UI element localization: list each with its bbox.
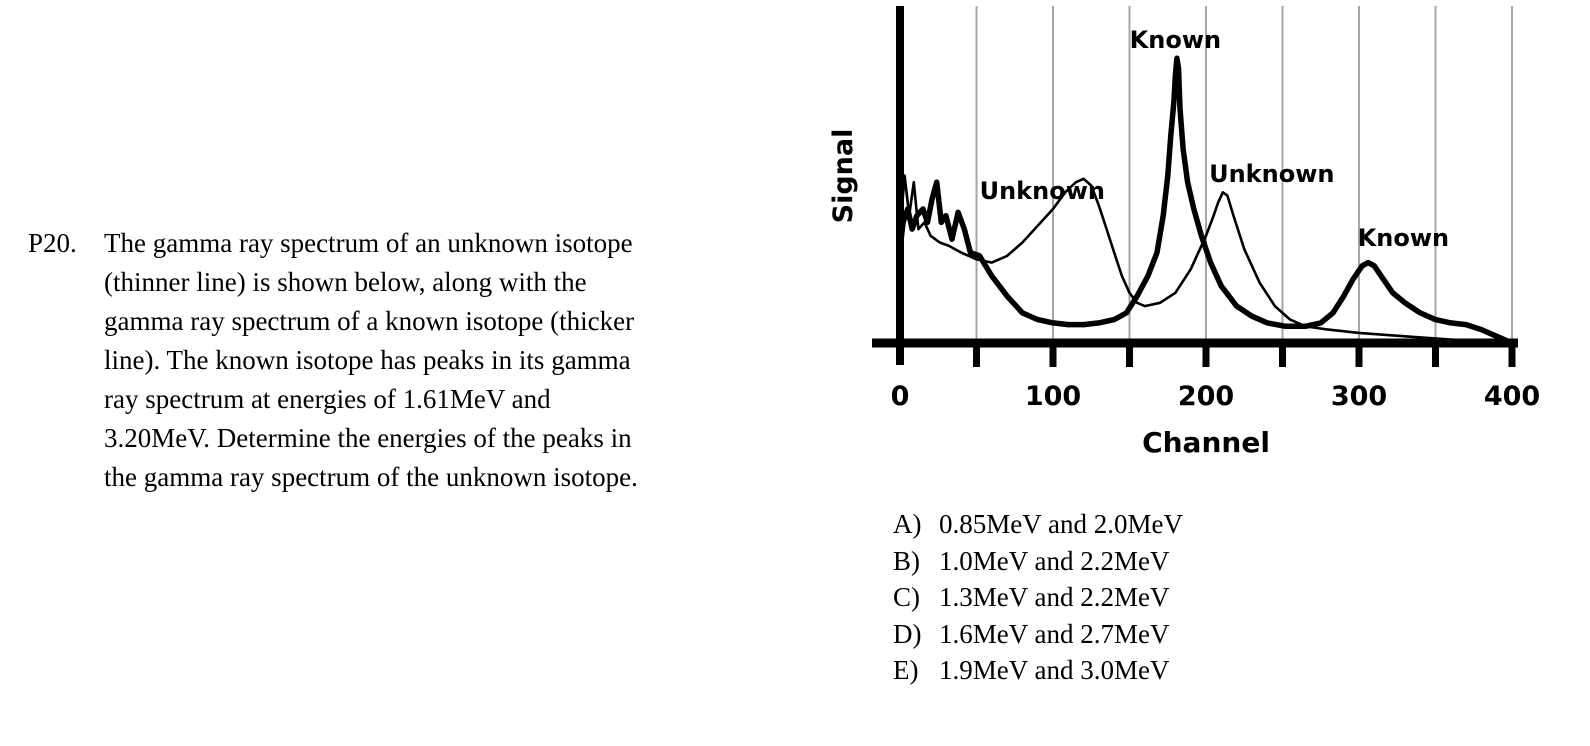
known-isotope-line bbox=[897, 55, 1515, 346]
answer-d[interactable]: D) 1.6MeV and 2.7MeV bbox=[893, 616, 1183, 653]
x-tick-label: 100 bbox=[1025, 381, 1081, 412]
question: P20. The gamma ray spectrum of an unknow… bbox=[28, 224, 768, 497]
y-axis-label: Signal bbox=[828, 129, 859, 224]
answer-b[interactable]: B) 1.0MeV and 2.2MeV bbox=[893, 543, 1183, 580]
answer-a[interactable]: A) 0.85MeV and 2.0MeV bbox=[893, 506, 1183, 543]
answer-text: 0.85MeV and 2.0MeV bbox=[939, 509, 1183, 539]
x-tick-label: 400 bbox=[1484, 381, 1540, 412]
gridlines bbox=[975, 6, 1513, 341]
peak-annotation: Known bbox=[1358, 224, 1449, 252]
answer-letter: E) bbox=[893, 655, 919, 685]
chart-labels: 0 100 200 300 400 Channel Signal Known Unknown Un… bbox=[828, 26, 1540, 459]
answer-choices: A) 0.85MeV and 2.0MeV B) 1.0MeV and 2.2M… bbox=[893, 506, 1183, 689]
series-layer bbox=[897, 55, 1515, 346]
x-tick-label: 300 bbox=[1331, 381, 1387, 412]
answer-text: 1.6MeV and 2.7MeV bbox=[939, 618, 1170, 649]
answer-letter: A) bbox=[893, 509, 922, 539]
peak-annotation: Known bbox=[1130, 26, 1221, 54]
peak-annotation: Unknown bbox=[980, 177, 1105, 205]
x-tick-label: 0 bbox=[891, 381, 910, 412]
answer-letter: B) bbox=[893, 545, 920, 576]
answer-c[interactable]: C) 1.3MeV and 2.2MeV bbox=[893, 579, 1183, 616]
answer-letter: D) bbox=[893, 618, 922, 649]
gamma-spectrum-chart: 0 100 200 300 400 Channel Signal Known Unknown Un… bbox=[828, 6, 1540, 459]
unknown-isotope-line bbox=[898, 174, 1514, 345]
question-text: The gamma ray spectrum of an unknown iso… bbox=[104, 228, 638, 492]
answer-e[interactable]: E) 1.9MeV and 3.0MeV bbox=[893, 652, 1183, 689]
answer-text: 1.9MeV and 3.0MeV bbox=[939, 655, 1170, 685]
answer-letter: C) bbox=[893, 582, 920, 612]
x-tick-label: 200 bbox=[1178, 381, 1234, 412]
x-axis-label: Channel bbox=[1142, 426, 1270, 459]
axes bbox=[872, 6, 1518, 367]
question-number: P20. bbox=[28, 228, 77, 258]
answer-text: 1.0MeV and 2.2MeV bbox=[939, 545, 1170, 576]
answer-text: 1.3MeV and 2.2MeV bbox=[939, 582, 1170, 612]
peak-annotation: Unknown bbox=[1209, 160, 1334, 188]
